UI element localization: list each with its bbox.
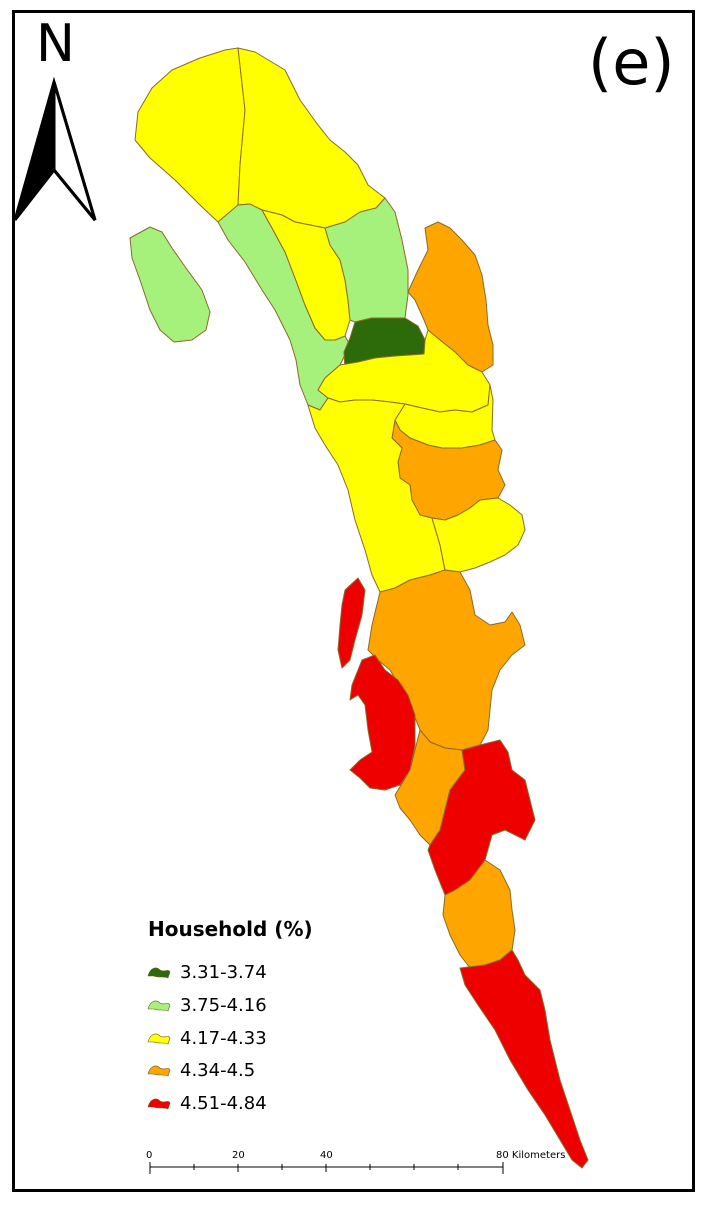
legend-item: 3.31-3.74 (146, 960, 267, 984)
legend-swatch-shape (147, 1033, 171, 1045)
region-island-red-north (337, 577, 366, 669)
legend-swatch-icon (147, 1098, 171, 1110)
legend-swatch-shape (147, 1065, 171, 1077)
legend-swatch-shape (147, 1098, 171, 1110)
legend-label: 4.34-4.5 (180, 1059, 256, 1081)
scale-label-0: 0 (146, 1150, 153, 1161)
legend-item: 4.34-4.5 (146, 1058, 255, 1082)
region-far-south-orange (442, 859, 516, 969)
region-island-red-south (349, 654, 416, 791)
north-letter: N (36, 14, 75, 74)
legend-title: Household (%) (148, 917, 313, 941)
region-north-central (237, 47, 386, 229)
legend-swatch-icon (147, 1065, 171, 1077)
legend-item: 4.17-4.33 (146, 1026, 267, 1050)
legend-item: 3.75-4.16 (146, 993, 267, 1017)
region-north-west (134, 47, 246, 223)
legend-swatch-shape (147, 967, 171, 979)
region-tail-red (459, 949, 589, 1169)
region-south-west-yellow (307, 397, 446, 593)
region-west-island (129, 226, 211, 343)
legend-item: 4.51-4.84 (146, 1091, 267, 1115)
north-arrow-icon (13, 76, 97, 221)
scale-label-20: 20 (232, 1150, 245, 1161)
legend-label: 3.31-3.74 (180, 961, 267, 983)
legend-label: 3.75-4.16 (180, 994, 267, 1016)
legend-swatch-icon (147, 967, 171, 979)
legend-swatch-shape (147, 1000, 171, 1012)
legend-label: 4.51-4.84 (180, 1092, 267, 1114)
scale-label-80: 80 Kilometers (496, 1150, 566, 1161)
legend-swatch-icon (147, 1033, 171, 1045)
panel-label: (e) (588, 26, 675, 99)
legend-label: 4.17-4.33 (180, 1027, 267, 1049)
scale-bar (149, 1162, 504, 1174)
scale-label-40: 40 (320, 1150, 333, 1161)
legend-swatch-icon (147, 1000, 171, 1012)
